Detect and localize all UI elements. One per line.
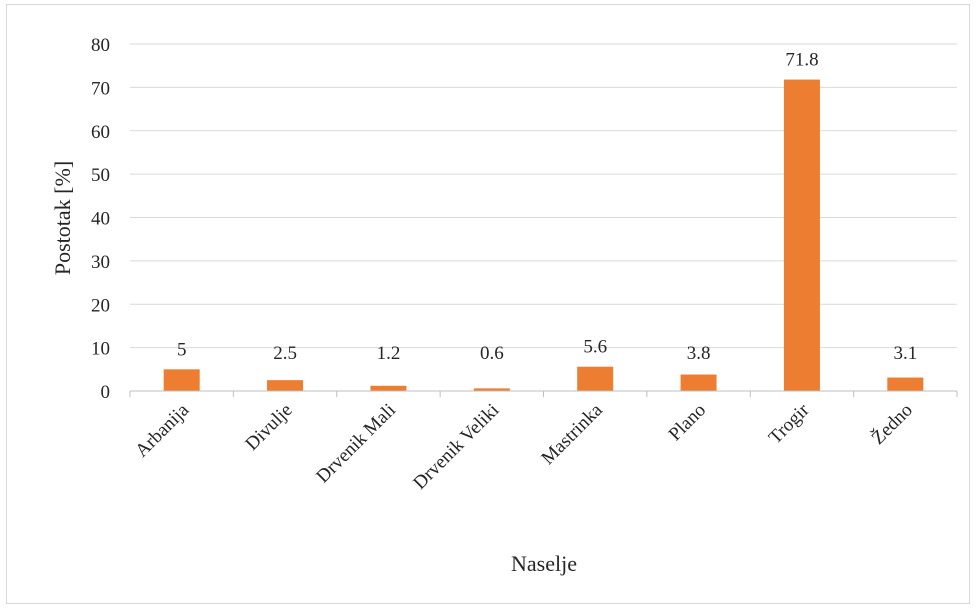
bar — [473, 388, 510, 391]
y-tick-label: 10 — [91, 339, 110, 360]
y-tick-label: 80 — [91, 35, 110, 56]
gridlines — [130, 43, 957, 349]
data-label: 3.1 — [893, 343, 917, 364]
y-axis-title: Postotak [%] — [50, 161, 75, 275]
y-tick-label: 40 — [91, 209, 110, 230]
bars — [163, 79, 924, 391]
bar — [577, 366, 614, 391]
bar — [370, 385, 407, 391]
y-tick-label: 30 — [91, 252, 110, 273]
data-label: 3.8 — [687, 343, 711, 364]
data-label: 0.6 — [480, 343, 504, 364]
x-category-label: Mastrinka — [537, 399, 607, 469]
x-category-label: Plano — [665, 400, 710, 445]
x-axis-title: Naselje — [511, 551, 577, 576]
x-category-label: Trogir — [765, 399, 814, 448]
data-label: 2.5 — [273, 343, 297, 364]
x-category-label: Žedno — [867, 399, 917, 449]
x-category-label: Arbanija — [131, 399, 193, 461]
bar — [267, 380, 304, 391]
y-tick-label: 0 — [101, 382, 111, 403]
y-axis-ticks: 0 10 20 30 40 50 60 70 80 — [91, 35, 110, 403]
y-tick-label: 70 — [91, 78, 110, 99]
x-axis-categories: Arbanija Divulje Drvenik Mali Drvenik Velik… — [129, 391, 958, 494]
x-category-label: Drvenik Mali — [312, 400, 400, 488]
bar — [783, 79, 820, 391]
bar — [163, 369, 200, 391]
bar — [680, 374, 717, 391]
bar — [887, 377, 924, 391]
data-label: 1.2 — [377, 343, 401, 364]
y-tick-label: 50 — [91, 165, 110, 186]
chart-frame — [6, 4, 970, 604]
y-tick-label: 20 — [91, 295, 110, 316]
data-labels: 5 2.5 1.2 0.6 5.6 3.8 71.8 3.1 — [177, 50, 917, 364]
x-category-label: Drvenik Veliki — [409, 400, 503, 494]
y-tick-label: 60 — [91, 122, 110, 143]
data-label: 71.8 — [785, 50, 818, 71]
data-label: 5.6 — [583, 337, 607, 358]
x-category-label: Divulje — [241, 400, 296, 455]
data-label: 5 — [177, 339, 187, 360]
